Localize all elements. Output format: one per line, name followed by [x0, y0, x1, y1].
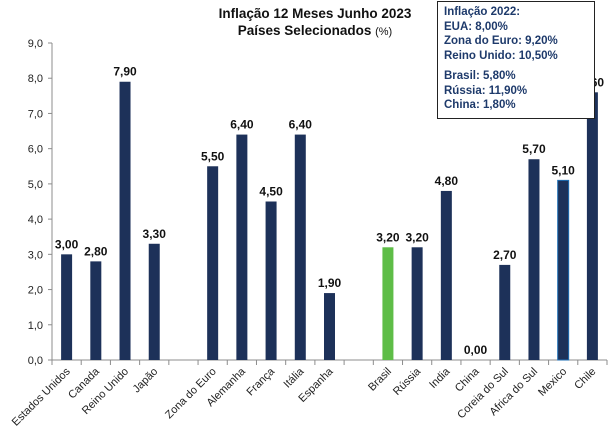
category-label: India: [427, 365, 453, 391]
chart-subtitle: Países Selecionados (%): [200, 22, 430, 41]
annotation-line: Zona do Euro: 9,20%: [444, 35, 558, 47]
y-tick-label: 5,0: [28, 179, 43, 191]
y-tick-label: 8,0: [28, 73, 43, 85]
y-tick-label: 1,0: [28, 320, 43, 332]
bar-estados-unidos: [61, 254, 73, 360]
annotation-line: Rússia: 11,90%: [444, 84, 528, 97]
y-tick-label: 6,0: [28, 144, 43, 156]
data-label: 5,50: [201, 149, 225, 163]
bar-rússia: [411, 247, 423, 360]
y-tick-label: 9,0: [28, 38, 43, 50]
bars: [61, 81, 598, 361]
y-tick-label: 0,0: [28, 355, 43, 367]
annotation-heading: Inflação 2022:: [444, 6, 521, 18]
annotation-line: Reino Unido: 10,50%: [444, 49, 558, 62]
bar-japão: [148, 243, 160, 360]
data-label: 4,50: [259, 185, 283, 199]
data-label: 2,80: [84, 244, 108, 258]
data-label: 0,00: [464, 343, 488, 357]
data-label: 6,40: [230, 118, 254, 132]
y-tick-label: 4,0: [28, 214, 43, 226]
axes: 0,0 1,0 2,0 3,0 4,0 5,0 6,0 7,0 8,0 9,0: [28, 38, 608, 367]
bar-africa-do-sul: [528, 159, 540, 360]
chart-unit: (%): [375, 26, 393, 38]
chart-subtitle-text: Países Selecionados: [237, 23, 372, 38]
category-label: Estados Unidos: [10, 365, 73, 428]
data-label: 2,70: [493, 248, 517, 262]
data-label: 7,90: [113, 65, 137, 79]
data-label: 1,90: [318, 276, 342, 290]
data-label: 5,70: [522, 142, 546, 156]
bar-frança: [265, 201, 277, 360]
annotation-box: Inflação 2022: EUA: 8,00% Zona do Euro: …: [437, 1, 595, 119]
bar-reino-unido: [119, 81, 131, 360]
category-label: Mexico: [536, 366, 569, 399]
data-label: 6,40: [289, 118, 313, 132]
data-label: 3,30: [143, 227, 167, 241]
bar-alemanha: [236, 134, 248, 360]
bar-india: [440, 190, 452, 360]
data-label: 5,10: [552, 163, 576, 177]
bar-canada: [90, 261, 102, 360]
bar-mexico: [557, 179, 570, 361]
chart-title: Inflação 12 Meses Junho 2023 Países Sele…: [200, 5, 430, 41]
category-label: Rússia: [391, 365, 424, 398]
data-label: 3,20: [405, 230, 429, 244]
bar-coreia-do-sul: [499, 264, 511, 360]
y-tick-label: 2,0: [28, 285, 43, 297]
bar-chile: [586, 92, 598, 361]
bar-espanha: [324, 293, 335, 360]
bar-zona-do-euro: [207, 166, 219, 360]
annotation-line: China: 1,80%: [444, 99, 516, 111]
y-tick-label: 3,0: [28, 249, 43, 261]
y-tick-label: 7,0: [28, 108, 43, 120]
data-labels: 3,00 2,80 7,90 3,30 5,50 6,40 4,50 6,40 1,90 3,20…: [55, 65, 604, 357]
annotation-line: EUA: 8,00%: [444, 20, 508, 33]
category-label: Chile: [572, 366, 598, 392]
data-label: 4,80: [435, 174, 459, 188]
bar-itália: [294, 134, 306, 360]
category-label: França: [244, 365, 277, 398]
bar-brasil: [382, 247, 394, 360]
category-label: Itália: [281, 365, 307, 391]
data-label: 3,20: [376, 230, 400, 244]
category-label: Japão: [131, 366, 161, 396]
data-label: 3,00: [55, 237, 79, 251]
chart-title-main: Inflação 12 Meses Junho 2023: [218, 6, 412, 21]
annotation-line: Brasil: 5,80%: [444, 70, 516, 82]
